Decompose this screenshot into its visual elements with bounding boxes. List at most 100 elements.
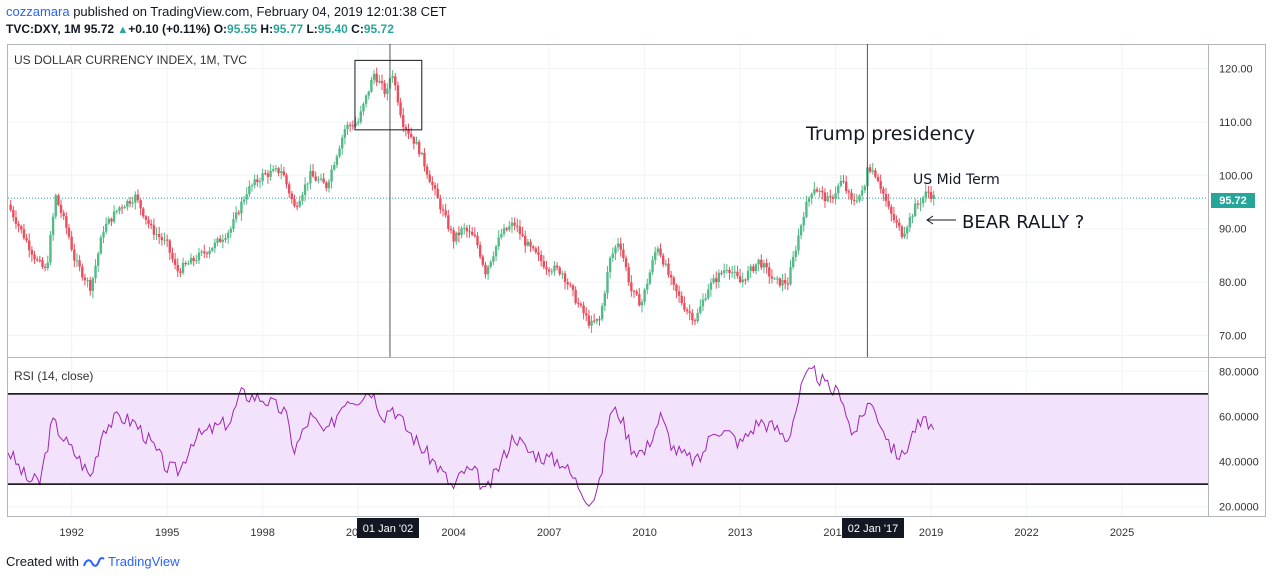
candle-down (139, 200, 142, 209)
candle-down (829, 196, 832, 198)
candle-down (295, 205, 299, 207)
candle-down (563, 273, 567, 283)
candle-up (258, 181, 262, 183)
candle-up (463, 227, 466, 229)
candle-up (807, 198, 811, 202)
candle-up (364, 95, 368, 104)
candle-down (171, 252, 174, 260)
candle-down (598, 319, 601, 321)
candle-up (301, 194, 304, 201)
candle-down (409, 133, 413, 137)
candle-down (768, 267, 771, 277)
footer-credit: Created with TradingView (6, 554, 180, 569)
candle-up (741, 279, 744, 283)
candle-down (547, 269, 551, 272)
candle-down (842, 181, 845, 183)
candle-up (99, 237, 103, 254)
candle-down (635, 291, 638, 295)
candle-up (51, 216, 55, 235)
candle-down (12, 209, 15, 218)
low-value: 95.40 (317, 22, 348, 36)
candle-up (86, 280, 89, 282)
candle-up (704, 298, 707, 300)
last-price-tag: 95.72 (1211, 193, 1255, 208)
candle-down (423, 152, 426, 167)
candle-down (348, 124, 352, 126)
candle-down (624, 258, 628, 268)
candle-down (887, 201, 890, 207)
candle-down (38, 259, 42, 261)
candle-up (746, 270, 750, 280)
candle-up (855, 200, 859, 202)
candle-up (242, 199, 246, 202)
candle-down (277, 168, 280, 174)
candle-down (407, 129, 410, 134)
candle-up (608, 257, 612, 273)
candle-up (221, 239, 225, 242)
candle-up (391, 76, 394, 79)
close-label: C: (351, 22, 364, 36)
candle-up (781, 279, 784, 286)
crosshair-label-2017: 02 Jan '17 (842, 518, 904, 538)
candle-down (744, 279, 747, 281)
candle-down (14, 217, 18, 224)
candle-up (370, 79, 373, 92)
candle-down (577, 302, 580, 304)
candle-down (83, 277, 87, 281)
candle-down (632, 290, 636, 292)
candle-down (539, 254, 543, 262)
candle-up (460, 228, 463, 236)
candle-down (322, 178, 325, 183)
candle-down (128, 200, 132, 204)
candle-down (192, 257, 195, 261)
candle-up (343, 129, 347, 138)
x-tick-label: 1992 (59, 527, 83, 539)
candle-up (420, 152, 423, 155)
candle-down (78, 260, 81, 267)
candle-down (630, 282, 633, 291)
candle-down (70, 236, 73, 250)
candle-up (837, 185, 840, 194)
candle-down (476, 236, 479, 246)
candle-up (919, 203, 922, 205)
candle-up (367, 91, 370, 96)
up-arrow-icon: ▲ (117, 24, 129, 36)
candle-down (150, 223, 153, 226)
candle-up (189, 257, 193, 264)
candle-down (929, 192, 933, 199)
candle-down (574, 289, 577, 303)
x-tick-label: 2022 (1014, 527, 1038, 539)
candle-up (232, 219, 235, 229)
candle-down (285, 175, 288, 185)
candle-up (115, 210, 118, 212)
candle-up (415, 141, 418, 144)
candle-up (163, 239, 166, 241)
candle-down (524, 235, 527, 246)
author-link[interactable]: cozzamara (6, 4, 70, 19)
candle-down (41, 260, 44, 267)
candle-down (157, 234, 161, 238)
candle-up (280, 171, 283, 174)
candle-down (30, 250, 34, 255)
candle-up (327, 181, 331, 189)
candles (9, 67, 935, 333)
candle-up (306, 183, 309, 185)
candle-up (712, 278, 715, 283)
candle-down (542, 261, 546, 268)
footer-brand-link[interactable]: TradingView (108, 554, 180, 569)
candle-up (317, 179, 320, 181)
open-value: 95.55 (227, 22, 258, 36)
candle-up (749, 266, 752, 271)
candle-down (890, 206, 893, 215)
candle-down (65, 216, 68, 228)
candle-down (778, 278, 782, 286)
candle-down (256, 179, 259, 183)
candle-up (921, 197, 925, 204)
candle-up (799, 225, 803, 236)
candle-up (126, 200, 129, 207)
time-x-axis: 1992199519982001200420072010201320162019… (59, 527, 1134, 539)
price-tick-label: 100.00 (1219, 170, 1253, 182)
candle-down (693, 320, 697, 322)
candle-down (375, 73, 378, 83)
